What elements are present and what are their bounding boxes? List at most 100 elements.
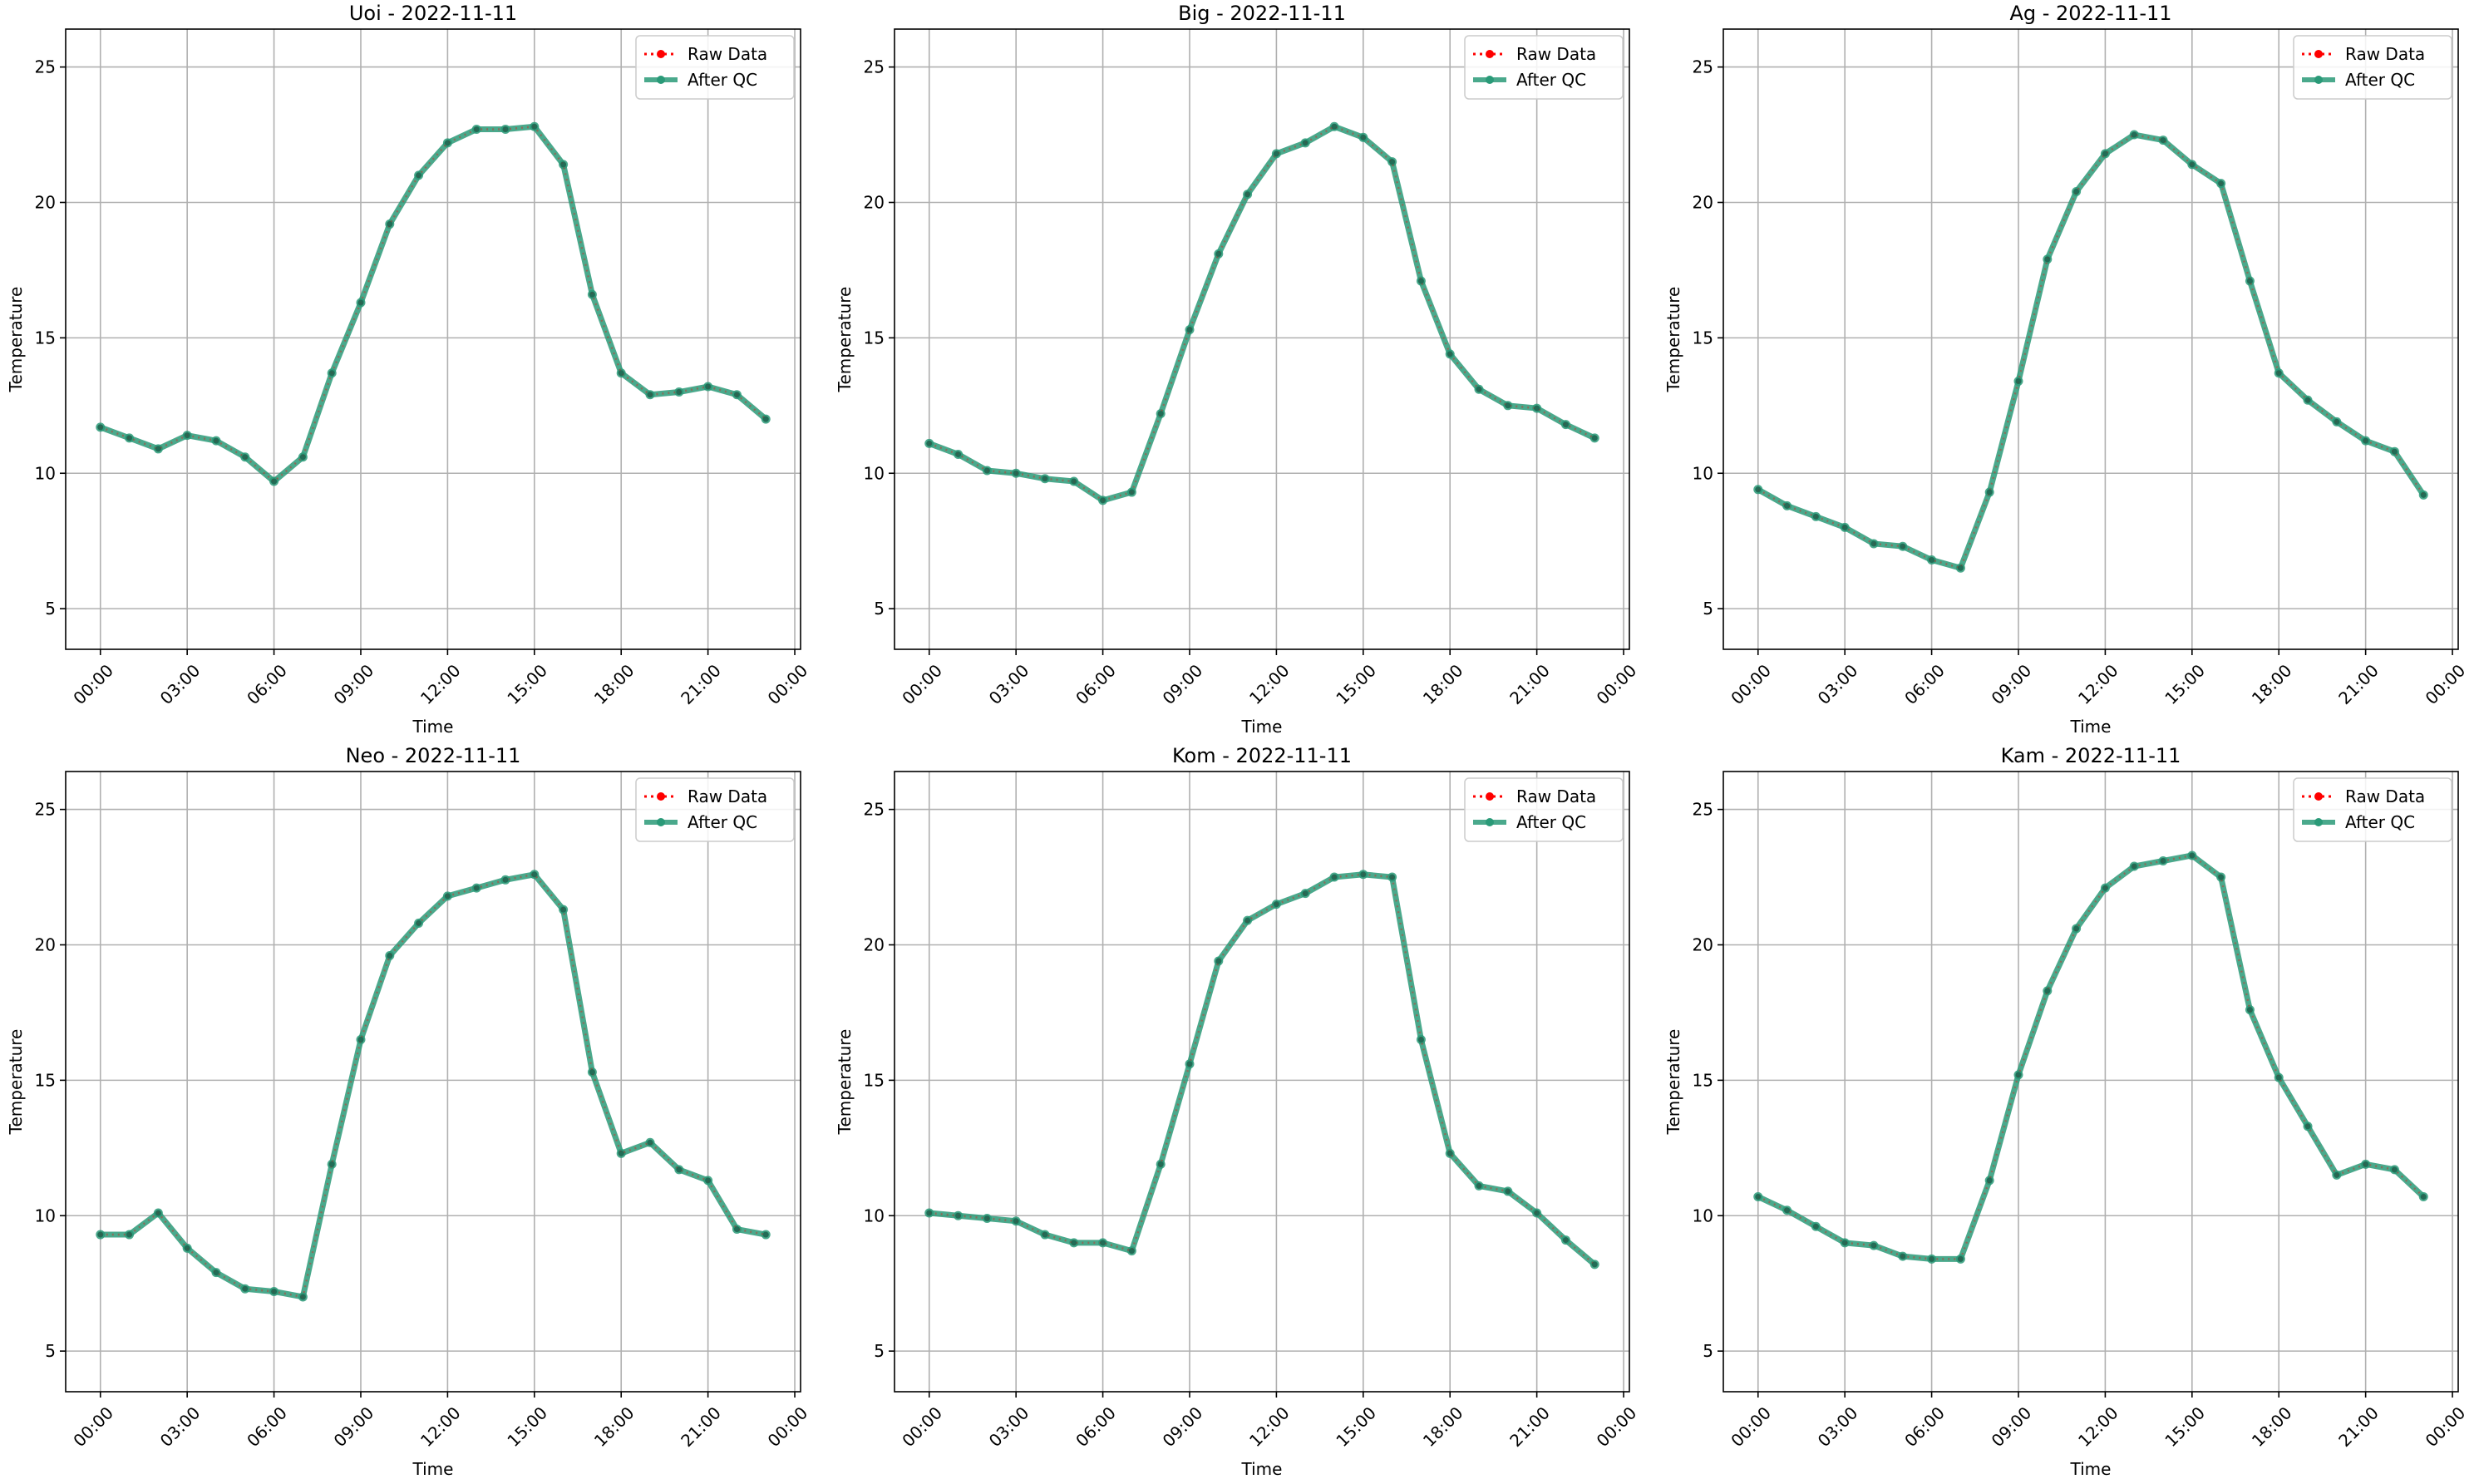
x-tick-label: 12:00	[1245, 1403, 1294, 1451]
raw-data-point	[1591, 1261, 1598, 1268]
legend: Raw Data After QC	[1464, 35, 1624, 100]
raw-data-point	[1870, 1242, 1877, 1249]
x-tick-label: 00:00	[69, 660, 117, 708]
raw-data-point	[1071, 478, 1077, 485]
x-tick-label: 12:00	[2074, 660, 2122, 708]
legend-qc-marker	[2314, 818, 2323, 826]
raw-data-point	[1186, 1061, 1193, 1067]
y-tick-label: 15	[1693, 1070, 1713, 1090]
raw-data-point	[2102, 885, 2108, 891]
raw-data-point	[1476, 386, 1482, 392]
x-tick-label: 18:00	[2248, 1403, 2296, 1451]
raw-data-point	[926, 1210, 933, 1216]
after-qc-line	[97, 871, 769, 1300]
raw-data-point	[213, 437, 219, 444]
raw-data-point	[2391, 448, 2398, 455]
legend: Raw Data After QC	[2293, 777, 2452, 842]
raw-data-point	[1389, 159, 1396, 165]
x-tick-label: 00:00	[898, 660, 946, 708]
raw-data-point	[2275, 370, 2282, 377]
y-tick-label: 25	[1693, 800, 1713, 820]
legend-raw-label: Raw Data	[688, 44, 767, 64]
raw-data-point	[733, 1226, 740, 1233]
legend-raw-label: Raw Data	[1516, 44, 1596, 64]
raw-data-point	[2420, 491, 2427, 498]
y-tick-label: 10	[864, 463, 885, 483]
legend-box	[635, 35, 795, 100]
y-tick-label: 20	[864, 934, 885, 954]
raw-data-point	[2189, 161, 2196, 168]
x-tick-label: 09:00	[1159, 1403, 1207, 1451]
y-tick-label: 15	[864, 1070, 885, 1090]
y-tick-label: 10	[1693, 1205, 1713, 1225]
x-tick-label: 00:00	[2422, 660, 2470, 708]
raw-data-point	[1360, 871, 1367, 878]
plot-area	[96, 870, 771, 1302]
raw-data-point	[1331, 874, 1338, 880]
raw-data-point	[2015, 1072, 2022, 1078]
raw-data-point	[589, 291, 595, 298]
raw-data-point	[1302, 140, 1308, 146]
raw-data-point	[1929, 556, 1935, 563]
legend-raw-marker	[1486, 50, 1494, 58]
raw-data-point	[2246, 278, 2253, 284]
x-tick-label: 06:00	[1900, 660, 1949, 708]
subplot-title: Kom - 2022-11-11	[1172, 744, 1352, 767]
y-tick-label: 25	[864, 800, 885, 820]
raw-data-point	[1812, 513, 1819, 520]
y-tick-label: 20	[1693, 192, 1713, 212]
raw-data-point	[589, 1069, 595, 1076]
raw-data-point	[416, 919, 422, 926]
y-tick-label: 10	[35, 1205, 56, 1225]
raw-data-line	[100, 873, 766, 1299]
raw-data-point	[502, 876, 509, 883]
raw-data-point	[299, 1294, 306, 1300]
x-tick-label: 09:00	[1988, 660, 2036, 708]
x-tick-label: 21:00	[2334, 1403, 2383, 1451]
raw-data-point	[155, 1210, 161, 1216]
x-tick-label: 03:00	[156, 660, 205, 708]
raw-data-point	[1534, 1210, 1540, 1216]
raw-data-point	[2102, 150, 2108, 157]
raw-data-point	[1360, 134, 1367, 141]
legend-box	[1464, 777, 1624, 842]
raw-data-point	[2218, 180, 2225, 187]
raw-data-line	[100, 125, 767, 483]
x-tick-label: 00:00	[764, 1403, 812, 1451]
raw-data-point	[2131, 131, 2137, 138]
raw-data-point	[1505, 402, 1511, 409]
legend-qc-marker	[1486, 76, 1494, 84]
subplot-title: Kam - 2022-11-11	[2001, 744, 2181, 767]
raw-data-point	[2304, 397, 2311, 403]
x-axis-label: Time	[1241, 717, 1283, 737]
raw-data-point	[2334, 418, 2340, 425]
legend-qc-marker	[1486, 818, 1494, 826]
x-axis-label: Time	[412, 717, 454, 737]
x-tick-label: 03:00	[985, 660, 1033, 708]
x-tick-label: 00:00	[1593, 1403, 1641, 1451]
raw-data-point	[2246, 1007, 2253, 1013]
x-tick-label: 00:00	[1593, 660, 1641, 708]
x-tick-label: 12:00	[416, 660, 465, 708]
raw-data-point	[97, 1231, 104, 1238]
legend-qc-label: After QC	[688, 812, 757, 832]
legend: Raw Data After QC	[2293, 35, 2452, 100]
raw-data-point	[1505, 1188, 1511, 1195]
raw-data-point	[1157, 1161, 1164, 1167]
plot-area	[96, 121, 771, 486]
x-tick-label: 00:00	[69, 1403, 117, 1451]
y-tick-label: 15	[864, 328, 885, 348]
subplot-title: Big - 2022-11-11	[1178, 2, 1346, 25]
raw-data-point	[184, 432, 190, 439]
raw-data-point	[1100, 497, 1106, 504]
subplot-4: 5 10 15 20 25 00:00 03:00 06:00 09:00 12:00 15:00 1…	[6, 744, 811, 1479]
raw-data-point	[1446, 351, 1453, 357]
plot-frame	[1722, 28, 2459, 650]
raw-data-point	[1389, 874, 1396, 880]
y-tick-label: 10	[1693, 463, 1713, 483]
x-tick-label: 18:00	[1419, 1403, 1467, 1451]
x-tick-label: 15:00	[2161, 1403, 2209, 1451]
plot-frame	[65, 28, 801, 650]
raw-data-point	[1244, 191, 1251, 198]
